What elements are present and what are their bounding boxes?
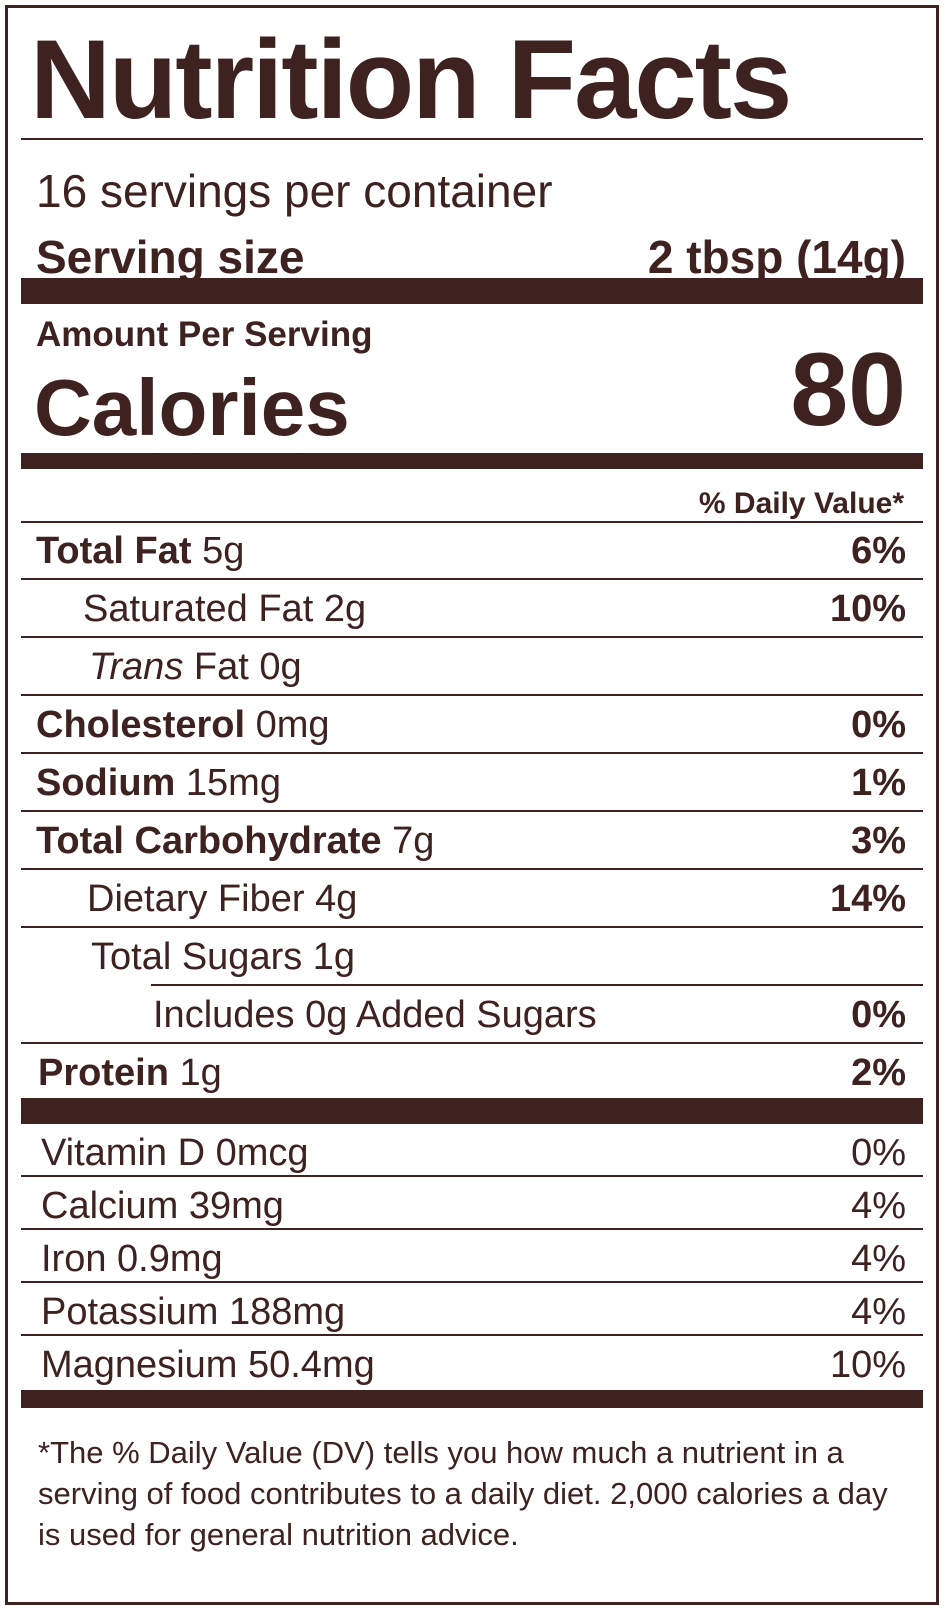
divider [21,868,923,870]
nutrient-row-added-sugars: Includes 0g Added Sugars 0% [21,986,923,1044]
nutrient-dv: 10% [829,588,906,630]
serving-size-label: Serving size [36,231,305,283]
divider [21,1228,923,1230]
vitamin-row-calcium: Calcium 39mg 4% [21,1177,923,1230]
nutrient-dv: 6% [851,530,906,572]
divider [21,810,923,812]
nutrient-name: Cholesterol [36,704,246,746]
vitamin-amount: 39mg [188,1185,284,1227]
divider [21,1042,923,1044]
nutrient-dv: 0% [851,994,906,1036]
nutrient-name: Sodium [36,762,176,804]
divider [21,1281,923,1283]
nutrient-row-protein: Protein 1g 2% [21,1044,923,1102]
divider [21,1175,923,1177]
nutrient-name: Total Sugars [91,936,303,978]
divider [21,636,923,638]
nutrient-name: Protein [38,1052,169,1094]
vitamin-dv: 4% [851,1291,906,1333]
divider [21,1334,923,1336]
vitamin-name: Iron [41,1238,107,1280]
nutrition-facts-label: Nutrition Facts 16 servings per containe… [5,5,939,1605]
nutrient-amount: 2g [323,588,367,630]
thick-divider [21,1098,923,1124]
label-title: Nutrition Facts [30,17,792,142]
nutrient-row-dietary-fiber: Dietary Fiber 4g 14% [21,870,923,928]
nutrient-dv: 1% [851,762,906,804]
nutrient-row-total-carbohydrate: Total Carbohydrate 7g 3% [21,812,923,870]
nutrient-amount: 0mg [255,704,330,746]
calories-label: Calories [34,363,350,452]
nutrient-amount: 4g [315,878,358,920]
nutrient-name: Trans [89,646,184,688]
divider [21,926,923,928]
nutrient-dv: 3% [851,820,906,862]
vitamin-name: Potassium [41,1291,219,1333]
nutrient-row-total-fat: Total Fat 5g 6% [21,522,923,580]
divider [21,521,923,523]
vitamin-name: Calcium [41,1185,179,1227]
nutrient-dv: 2% [851,1052,906,1094]
servings-per-container: 16 servings per container [36,165,553,217]
nutrient-amount: 1g [179,1052,222,1094]
nutrient-amount: 15mg [185,762,281,804]
daily-value-header: % Daily Value* [698,487,904,520]
nutrient-name: Total Fat [36,530,192,572]
amount-per-serving: Amount Per Serving [36,315,373,354]
nutrient-amount: 5g [202,530,245,572]
vitamin-row-potassium: Potassium 188mg 4% [21,1283,923,1336]
vitamin-name: Magnesium [41,1344,238,1386]
vitamin-name: Vitamin D [41,1132,206,1174]
nutrient-dv: 14% [829,878,906,920]
nutrient-row-trans-fat: Trans Fat 0g [21,638,923,696]
vitamin-dv: 10% [829,1344,906,1386]
vitamin-row-magnesium: Magnesium 50.4mg 10% [21,1336,923,1389]
vitamin-row-vitamin-d: Vitamin D 0mcg 0% [21,1124,923,1177]
vitamin-amount: 0mcg [215,1132,309,1174]
vitamin-dv: 0% [851,1132,906,1174]
thick-divider [21,278,923,304]
vitamin-amount: 50.4mg [247,1344,375,1386]
calories-value: 80 [790,332,906,448]
vitamin-amount: 188mg [228,1291,346,1333]
nutrient-name: Includes 0g Added Sugars [153,994,597,1036]
nutrient-dv: 0% [851,704,906,746]
vitamin-dv: 4% [851,1238,906,1280]
serving-size-value: 2 tbsp (14g) [647,231,906,283]
nutrient-name: Total Carbohydrate [36,820,382,862]
nutrient-name: Dietary Fiber [87,878,305,920]
nutrient-amount: 1g [312,936,356,978]
divider [151,984,923,986]
medium-divider [21,1390,923,1408]
divider [21,138,923,140]
nutrient-row-sodium: Sodium 15mg 1% [21,754,923,812]
daily-value-footnote: *The % Daily Value (DV) tells you how mu… [38,1435,888,1552]
vitamin-row-iron: Iron 0.9mg 4% [21,1230,923,1283]
divider [21,694,923,696]
nutrient-row-saturated-fat: Saturated Fat 2g 10% [21,580,923,638]
divider [21,752,923,754]
nutrient-amount: 0g [259,646,302,688]
medium-divider [21,453,923,469]
nutrient-amount: 7g [392,820,435,862]
nutrient-row-total-sugars: Total Sugars 1g [21,928,923,986]
nutrient-name: Saturated Fat [83,588,314,630]
vitamin-amount: 0.9mg [117,1238,223,1280]
vitamin-dv: 4% [851,1185,906,1227]
divider [21,578,923,580]
nutrient-row-cholesterol: Cholesterol 0mg 0% [21,696,923,754]
